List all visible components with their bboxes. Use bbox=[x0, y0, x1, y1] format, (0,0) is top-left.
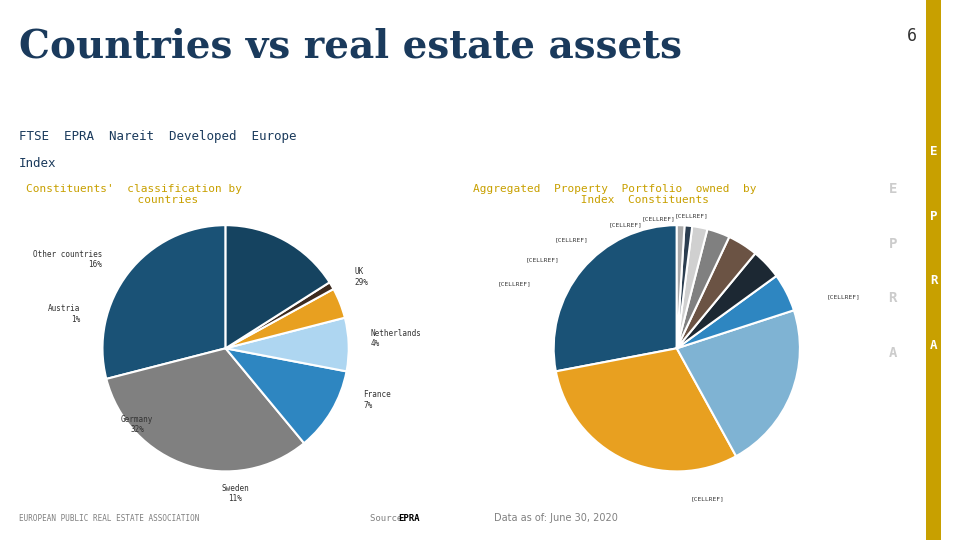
Wedge shape bbox=[226, 282, 333, 348]
Text: P: P bbox=[930, 210, 937, 222]
Text: Germany
32%: Germany 32% bbox=[121, 415, 154, 434]
Text: [CELLREF]: [CELLREF] bbox=[0, 539, 1, 540]
Wedge shape bbox=[677, 226, 708, 348]
Wedge shape bbox=[107, 348, 304, 471]
Text: E: E bbox=[930, 145, 937, 158]
Text: Sweden
11%: Sweden 11% bbox=[222, 484, 250, 503]
Wedge shape bbox=[226, 348, 347, 443]
Text: Countries vs real estate assets: Countries vs real estate assets bbox=[19, 27, 683, 65]
Text: E: E bbox=[889, 182, 897, 196]
Text: A: A bbox=[930, 339, 937, 352]
Text: P: P bbox=[889, 237, 897, 251]
Text: Source:: Source: bbox=[370, 514, 413, 523]
Text: EPRA: EPRA bbox=[398, 514, 420, 523]
Text: [CELLREF]: [CELLREF] bbox=[827, 294, 861, 299]
Text: Constituents'  classification by
          countries: Constituents' classification by countrie… bbox=[27, 184, 242, 205]
Text: 6: 6 bbox=[907, 27, 917, 45]
Text: [CELLREF]: [CELLREF] bbox=[609, 222, 642, 228]
Text: Netherlands
4%: Netherlands 4% bbox=[371, 329, 421, 348]
Text: [CELLREF]: [CELLREF] bbox=[526, 257, 560, 262]
Wedge shape bbox=[554, 225, 677, 372]
Wedge shape bbox=[677, 225, 684, 348]
Text: France
7%: France 7% bbox=[364, 390, 392, 410]
Text: Index: Index bbox=[19, 157, 57, 170]
Wedge shape bbox=[677, 310, 800, 456]
Text: Austria
1%: Austria 1% bbox=[48, 304, 81, 323]
Wedge shape bbox=[226, 225, 329, 348]
Text: A: A bbox=[889, 346, 897, 360]
Text: R: R bbox=[889, 291, 897, 305]
Wedge shape bbox=[677, 237, 756, 348]
Wedge shape bbox=[103, 225, 226, 379]
Wedge shape bbox=[226, 318, 348, 372]
Text: [CELLREF]: [CELLREF] bbox=[555, 238, 588, 242]
Wedge shape bbox=[677, 253, 777, 348]
Text: [CELLREF]: [CELLREF] bbox=[498, 282, 532, 287]
Wedge shape bbox=[677, 276, 794, 348]
Text: UK
29%: UK 29% bbox=[355, 267, 369, 287]
Text: Other countries
16%: Other countries 16% bbox=[33, 250, 103, 269]
Text: Aggregated  Property  Portfolio  owned  by
         Index  Constituents: Aggregated Property Portfolio owned by I… bbox=[472, 184, 756, 205]
Text: [CELLREF]: [CELLREF] bbox=[690, 496, 725, 501]
Text: [CELLREF]: [CELLREF] bbox=[675, 213, 708, 218]
Wedge shape bbox=[677, 229, 730, 348]
Text: Data as of: June 30, 2020: Data as of: June 30, 2020 bbox=[494, 512, 618, 523]
Text: EUROPEAN PUBLIC REAL ESTATE ASSOCIATION: EUROPEAN PUBLIC REAL ESTATE ASSOCIATION bbox=[19, 514, 200, 523]
Wedge shape bbox=[226, 289, 345, 348]
Text: FTSE  EPRA  Nareit  Developed  Europe: FTSE EPRA Nareit Developed Europe bbox=[19, 130, 297, 143]
Wedge shape bbox=[677, 225, 692, 348]
Text: [CELLREF]: [CELLREF] bbox=[641, 217, 675, 221]
Text: R: R bbox=[930, 274, 937, 287]
Text: [CELLREF]: [CELLREF] bbox=[0, 539, 1, 540]
Wedge shape bbox=[556, 348, 736, 471]
